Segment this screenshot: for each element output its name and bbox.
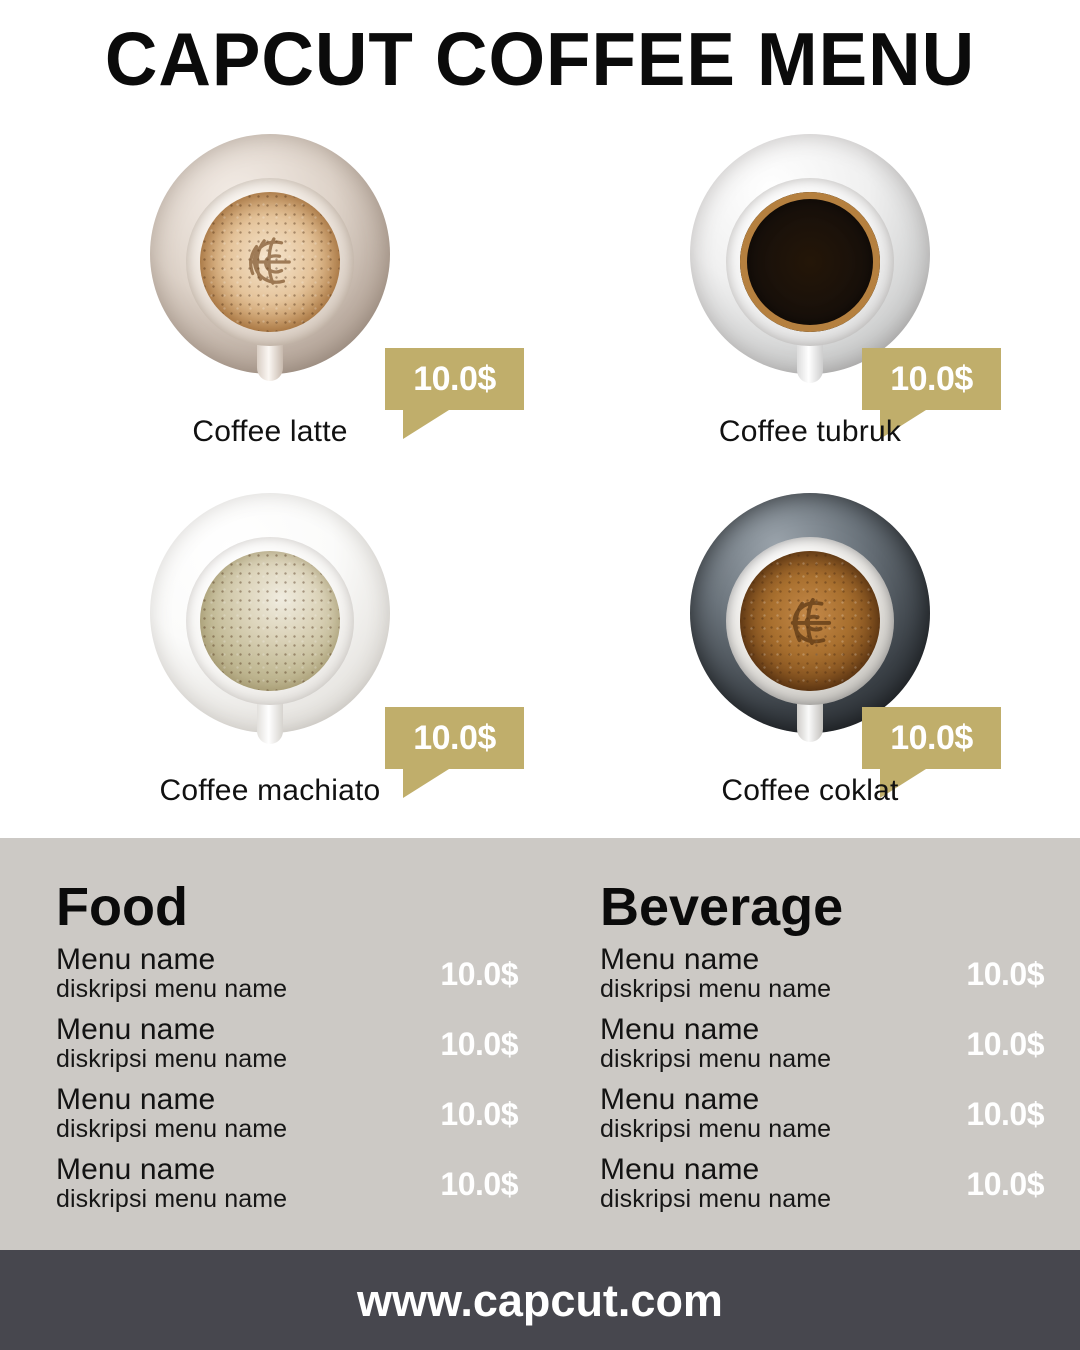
menu-item-description: diskripsi menu name (56, 974, 288, 1003)
section-heading: Food (56, 877, 188, 937)
tubruk-cup-image (685, 134, 935, 389)
menu-list-item[interactable]: Menu name diskripsi menu name 10.0$ (56, 1084, 536, 1154)
menu-item-text: Menu name diskripsi menu name (600, 944, 1080, 1002)
coffee-liquid-shape (200, 550, 340, 691)
machiato-cup-image (145, 493, 395, 748)
coffee-item-label: Coffee latte (192, 415, 348, 448)
coklat-cup-image (685, 493, 935, 748)
price-tag: 10.0$ (862, 348, 1001, 439)
menu-section-beverage: Beverage Menu name diskripsi menu name 1… (600, 880, 1080, 1224)
section-heading: Beverage (600, 877, 844, 937)
menu-item-name: Menu name (56, 943, 216, 976)
menu-list-item[interactable]: Menu name diskripsi menu name 10.0$ (600, 1084, 1080, 1154)
menu-item-description: diskripsi menu name (56, 1114, 288, 1143)
menu-item-name: Menu name (56, 1153, 216, 1186)
menu-item-description: diskripsi menu name (600, 1044, 832, 1073)
menu-item-text: Menu name diskripsi menu name (600, 1084, 1080, 1142)
coffee-card-coklat[interactable]: 10.0$ Coffee coklat (540, 479, 1080, 838)
page-title: CAPCUT COFFEE MENU (104, 17, 976, 101)
menu-item-text: Menu name diskripsi menu name (600, 1154, 1080, 1212)
menu-item-price: 10.0$ (440, 1026, 518, 1062)
latte-cup-image (145, 134, 395, 389)
menu-item-name: Menu name (600, 1153, 760, 1186)
menu-section-food: Food Menu name diskripsi menu name 10.0$… (56, 880, 536, 1224)
price-tag: 10.0$ (862, 707, 1001, 798)
menu-item-name: Menu name (600, 1083, 760, 1116)
menu-item-name: Menu name (600, 943, 760, 976)
menu-list-item[interactable]: Menu name diskripsi menu name 10.0$ (56, 944, 536, 1014)
menu-list-item[interactable]: Menu name diskripsi menu name 10.0$ (56, 1014, 536, 1084)
menu-item-text: Menu name diskripsi menu name (56, 944, 536, 1002)
menu-item-description: diskripsi menu name (56, 1184, 288, 1213)
menu-list-item[interactable]: Menu name diskripsi menu name 10.0$ (600, 944, 1080, 1014)
menu-item-description: diskripsi menu name (600, 974, 832, 1003)
price-tag: 10.0$ (385, 707, 524, 798)
menu-item-price: 10.0$ (966, 1096, 1044, 1132)
coffee-card-tubruk[interactable]: 10.0$ Coffee tubruk (540, 120, 1080, 479)
menu-item-price: 10.0$ (966, 1166, 1044, 1202)
menu-item-text: Menu name diskripsi menu name (56, 1084, 536, 1142)
price-tag: 10.0$ (385, 348, 524, 439)
menu-item-price: 10.0$ (966, 956, 1044, 992)
menu-lists-panel: Food Menu name diskripsi menu name 10.0$… (0, 838, 1080, 1250)
menu-item-description: diskripsi menu name (600, 1114, 832, 1143)
cup-handle-shape (257, 698, 283, 744)
menu-item-name: Menu name (56, 1083, 216, 1116)
menu-item-text: Menu name diskripsi menu name (56, 1014, 536, 1072)
menu-item-price: 10.0$ (440, 956, 518, 992)
menu-list-item[interactable]: Menu name diskripsi menu name 10.0$ (56, 1154, 536, 1224)
menu-item-price: 10.0$ (966, 1026, 1044, 1062)
coffee-card-machiato[interactable]: 10.0$ Coffee machiato (0, 479, 540, 838)
coffee-items-grid: 10.0$ Coffee latte 10.0$ Coffee tubruk 1… (0, 120, 1080, 838)
foam-texture (200, 550, 340, 691)
menu-item-description: diskripsi menu name (56, 1044, 288, 1073)
menu-item-name: Menu name (56, 1013, 216, 1046)
coffee-liquid-shape (740, 191, 880, 332)
coffee-item-label: Coffee coklat (721, 774, 899, 807)
coffee-item-label: Coffee tubruk (718, 415, 902, 448)
cocoa-art-icon (790, 597, 832, 645)
footer-bar: www.capcut.com (0, 1250, 1080, 1350)
latte-art-icon (249, 236, 291, 285)
website-url[interactable]: www.capcut.com (357, 1274, 723, 1326)
menu-item-text: Menu name diskripsi menu name (56, 1154, 536, 1212)
menu-item-price: 10.0$ (440, 1166, 518, 1202)
menu-item-name: Menu name (600, 1013, 760, 1046)
coffee-item-label: Coffee machiato (159, 774, 381, 807)
menu-item-text: Menu name diskripsi menu name (600, 1014, 1080, 1072)
menu-list-item[interactable]: Menu name diskripsi menu name 10.0$ (600, 1154, 1080, 1224)
menu-list-item[interactable]: Menu name diskripsi menu name 10.0$ (600, 1014, 1080, 1084)
menu-item-price: 10.0$ (440, 1096, 518, 1132)
menu-item-description: diskripsi menu name (600, 1184, 832, 1213)
coffee-card-latte[interactable]: 10.0$ Coffee latte (0, 120, 540, 479)
